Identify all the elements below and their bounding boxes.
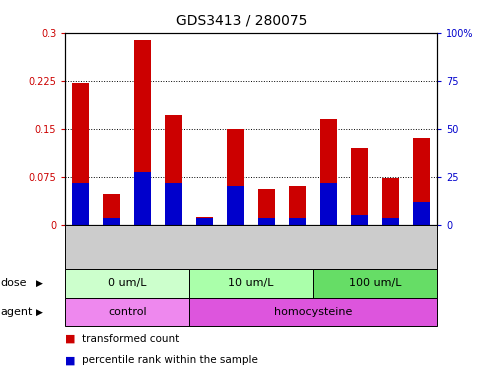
Bar (258, 189, 275, 225)
Bar (351, 215, 368, 225)
Bar (413, 202, 430, 225)
Text: homocysteine: homocysteine (274, 307, 352, 317)
Text: ■: ■ (65, 334, 76, 344)
Bar (227, 129, 244, 225)
Text: ▶: ▶ (36, 308, 43, 316)
Text: percentile rank within the sample: percentile rank within the sample (82, 355, 258, 365)
Text: 10 um/L: 10 um/L (228, 278, 274, 288)
Bar (258, 218, 275, 225)
Bar (289, 218, 306, 225)
Bar (72, 183, 89, 225)
Bar (320, 119, 337, 225)
Bar (103, 194, 120, 225)
Text: ▶: ▶ (36, 279, 43, 288)
Bar (382, 178, 399, 225)
Bar (134, 40, 151, 225)
Text: dose: dose (0, 278, 27, 288)
Bar (351, 148, 368, 225)
Bar (227, 186, 244, 225)
Bar (165, 183, 182, 225)
Bar (413, 138, 430, 225)
Bar (196, 217, 213, 225)
Bar (382, 218, 399, 225)
Bar (289, 186, 306, 225)
Text: control: control (108, 307, 146, 317)
Bar (165, 114, 182, 225)
Text: 100 um/L: 100 um/L (349, 278, 401, 288)
Bar (72, 83, 89, 225)
Text: transformed count: transformed count (82, 334, 179, 344)
Bar (134, 172, 151, 225)
Text: GDS3413 / 280075: GDS3413 / 280075 (176, 13, 307, 27)
Bar (103, 218, 120, 225)
Text: agent: agent (0, 307, 33, 317)
Bar (320, 183, 337, 225)
Text: ■: ■ (65, 355, 76, 365)
Bar (196, 218, 213, 225)
Text: 0 um/L: 0 um/L (108, 278, 146, 288)
